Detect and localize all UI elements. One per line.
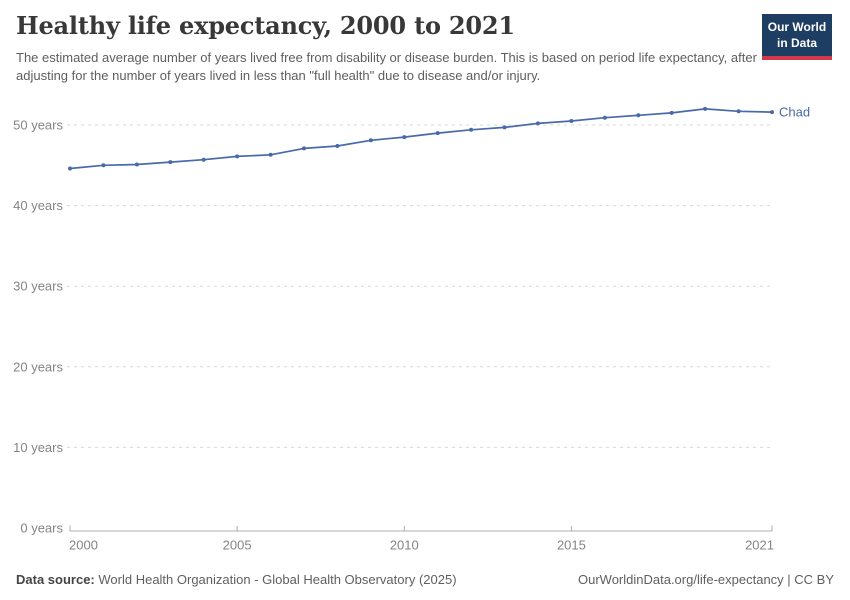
owid-logo-line1: Our World [767, 20, 827, 34]
data-point[interactable] [536, 121, 540, 126]
data-point[interactable] [368, 138, 373, 143]
y-axis-tick-label: 40 years [13, 198, 63, 213]
x-axis-tick-label: 2005 [223, 538, 252, 553]
data-point[interactable] [770, 110, 774, 115]
data-point[interactable] [235, 154, 240, 159]
data-point[interactable] [201, 157, 206, 162]
x-axis-tick-label: 2021 [745, 538, 774, 553]
footer-citation-link[interactable]: OurWorldinData.org/life-expectancy | CC … [577, 572, 834, 587]
data-source-label: Data source: [16, 572, 95, 587]
data-point[interactable] [669, 110, 674, 115]
data-point[interactable] [302, 146, 306, 151]
y-axis-tick-label: 50 years [13, 118, 63, 133]
x-axis-tick-label: 2000 [69, 538, 98, 553]
chart-subtitle: The estimated average number of years li… [16, 49, 757, 84]
x-axis-tick-label: 2015 [557, 538, 586, 553]
data-point[interactable] [101, 163, 106, 168]
data-point[interactable] [402, 135, 407, 140]
data-point[interactable] [68, 166, 72, 171]
data-point[interactable] [469, 127, 474, 132]
y-axis-tick-label: 10 years [13, 440, 63, 455]
x-axis-line [69, 525, 773, 532]
data-point[interactable] [602, 115, 607, 120]
owid-logo[interactable]: Our World in Data [762, 14, 832, 61]
line-series-chad[interactable] [69, 108, 773, 170]
data-point[interactable] [736, 109, 741, 114]
y-axis-tick-label: 0 years [20, 521, 63, 536]
y-axis-tick-label: 30 years [13, 279, 63, 294]
data-point[interactable] [569, 119, 574, 123]
data-point[interactable] [168, 160, 173, 165]
x-axis-tick-label: 2010 [390, 538, 419, 553]
data-source: Data source: World Health Organization -… [16, 572, 457, 587]
series-end-label[interactable]: Chad [779, 105, 810, 120]
owid-logo-line2: in Data [776, 35, 817, 50]
data-point[interactable] [636, 113, 641, 118]
data-point[interactable] [502, 125, 507, 130]
y-axis-tick-label: 20 years [13, 359, 63, 374]
data-point[interactable] [703, 106, 708, 111]
data-point[interactable] [268, 152, 273, 157]
data-point[interactable] [335, 144, 340, 148]
chart-title: Healthy life expectancy, 2000 to 2021 [16, 11, 515, 40]
data-source-text: World Health Organization - Global Healt… [98, 572, 457, 587]
data-point[interactable] [435, 131, 440, 136]
chart-footer: Data source: World Health Organization -… [16, 572, 834, 587]
chart-header: Healthy life expectancy, 2000 to 2021 Ou… [16, 11, 834, 86]
data-point[interactable] [134, 162, 139, 167]
